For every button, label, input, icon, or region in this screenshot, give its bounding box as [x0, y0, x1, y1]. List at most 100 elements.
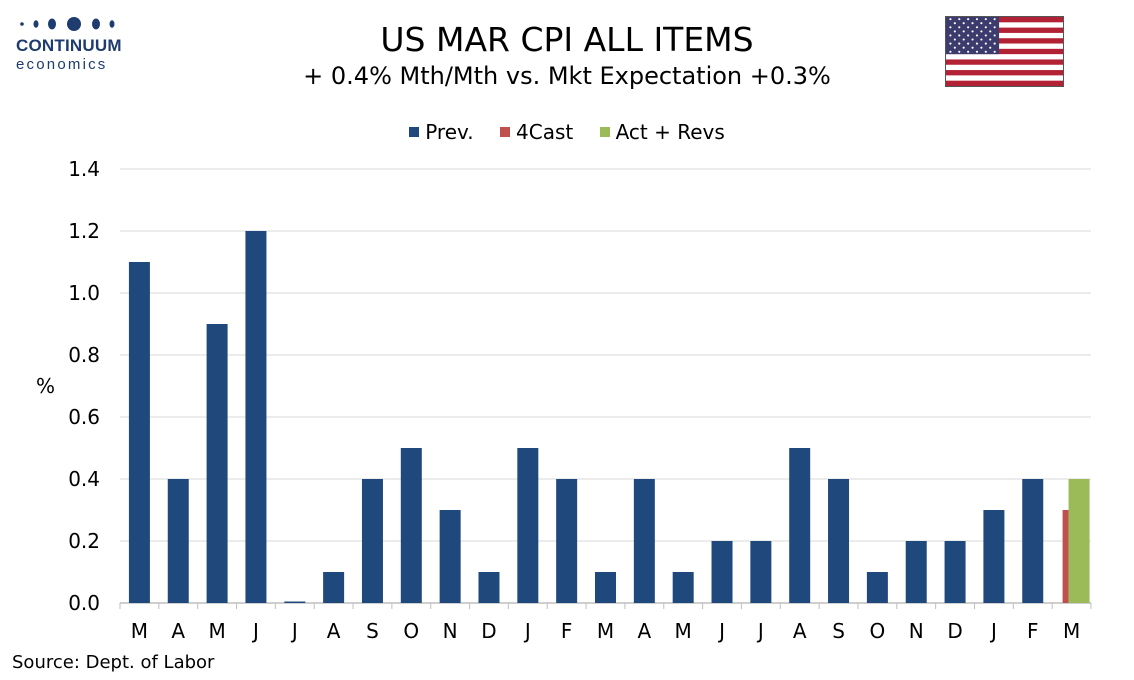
continuum-logo: CONTINUUM economics: [14, 14, 144, 76]
flag-star: [962, 30, 965, 33]
x-tick-label: F: [561, 619, 573, 643]
flag-star: [949, 50, 952, 53]
chart-subtitle: + 0.4% Mth/Mth vs. Mkt Expectation +0.3%: [303, 62, 831, 90]
flag-star: [975, 18, 979, 21]
bar-prev: [517, 448, 539, 603]
flag-star: [967, 50, 970, 53]
x-tick-label: F: [1027, 619, 1039, 643]
flag-star: [971, 30, 974, 33]
bar-prev: [750, 541, 772, 603]
flag-star: [958, 26, 961, 29]
flag-star: [989, 22, 992, 25]
flag-star: [993, 34, 996, 37]
legend-swatch-prev: [409, 127, 420, 137]
bar-prev: [245, 231, 267, 603]
legend-label-actual: Act + Revs: [615, 120, 725, 144]
bar-prev: [556, 479, 578, 603]
flag-star: [971, 46, 974, 49]
us-flag-icon: [945, 16, 1064, 87]
bar-prev: [711, 541, 733, 603]
x-tick-label: M: [208, 619, 225, 643]
flag-star: [949, 34, 952, 37]
bar-prev: [284, 601, 306, 603]
legend-item-actual: Act + Revs: [599, 120, 725, 144]
y-tick-label: 1.2: [68, 219, 100, 243]
x-tick-label: J: [523, 619, 531, 643]
flag-star: [984, 34, 987, 37]
bar-prev: [983, 510, 1005, 603]
y-tick-label: 0.4: [68, 467, 100, 491]
y-tick-label: 1.4: [68, 157, 100, 181]
flag-star: [984, 18, 987, 21]
legend-item-forecast: 4Cast: [500, 120, 573, 144]
bar-forecast: [1062, 510, 1069, 603]
flag-star: [953, 38, 956, 41]
flag-star: [967, 18, 970, 21]
flag-star: [962, 22, 965, 25]
legend-swatch-actual: [599, 127, 610, 137]
flag-star: [962, 38, 965, 41]
y-tick-label: 0.8: [68, 343, 100, 367]
flag-star: [953, 30, 956, 33]
flag-star: [993, 26, 996, 29]
flag-star: [958, 50, 961, 53]
x-tick-label: J: [290, 619, 298, 643]
legend-swatch-forecast: [500, 127, 510, 137]
bar-prev: [478, 572, 500, 603]
flag-star: [993, 50, 996, 53]
x-tick-label: A: [793, 619, 807, 643]
flag-star: [975, 26, 979, 29]
flag-star: [993, 18, 996, 21]
x-tick-label: J: [251, 619, 259, 643]
flag-star: [953, 22, 956, 25]
x-tick-label: A: [327, 619, 341, 643]
flag-star: [949, 42, 952, 45]
x-tick-label: S: [832, 619, 845, 643]
legend-label-forecast: 4Cast: [516, 120, 574, 144]
x-tick-label: A: [637, 619, 651, 643]
flag-star: [971, 38, 974, 41]
flag-star: [980, 38, 983, 41]
bar-prev: [633, 479, 655, 603]
bar-prev: [361, 479, 383, 603]
legend-item-prev: Prev.: [409, 120, 474, 144]
flag-star: [993, 42, 996, 45]
x-tick-label: D: [481, 619, 496, 643]
flag-star: [967, 42, 970, 45]
x-tick-label: M: [597, 619, 614, 643]
bar-prev: [672, 572, 694, 603]
flag-star: [975, 42, 979, 45]
x-tick-label: J: [989, 619, 997, 643]
x-tick-label: D: [947, 619, 962, 643]
y-tick-label: 0.6: [68, 405, 100, 429]
x-tick-label: N: [909, 619, 924, 643]
logo-subtitle: economics: [16, 56, 108, 73]
x-tick-label: J: [756, 619, 764, 643]
flag-star: [989, 38, 992, 41]
flag-star: [958, 34, 961, 37]
x-tick-label: M: [675, 619, 692, 643]
bar-prev: [206, 324, 228, 603]
chart-title: US MAR CPI ALL ITEMS: [380, 20, 754, 59]
flag-star: [962, 46, 965, 49]
flag-star: [949, 26, 952, 29]
x-tick-label: N: [443, 619, 458, 643]
flag-star: [980, 30, 983, 33]
bar-prev: [323, 572, 345, 603]
y-tick-label: 0.0: [68, 591, 100, 615]
bar-prev: [595, 572, 616, 603]
bar-prev: [789, 448, 811, 603]
source-note: Source: Dept. of Labor: [12, 652, 215, 673]
x-tick-label: O: [403, 619, 419, 643]
chart-legend: Prev. 4Cast Act + Revs: [0, 118, 1134, 144]
flag-star: [971, 22, 974, 25]
logo-dots-icon: [20, 17, 115, 31]
flag-star: [958, 42, 961, 45]
flag-star: [989, 30, 992, 33]
flag-star: [980, 22, 983, 25]
flag-star: [967, 26, 970, 29]
x-tick-label: M: [131, 619, 148, 643]
y-tick-label: 1.0: [68, 281, 100, 305]
bar-prev: [400, 448, 422, 603]
